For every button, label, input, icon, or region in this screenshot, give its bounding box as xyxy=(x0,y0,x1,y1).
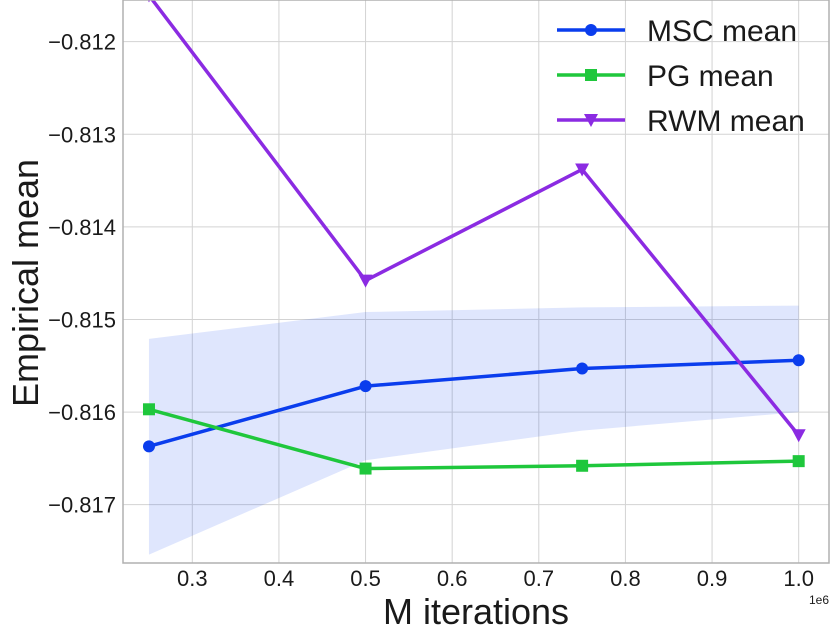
rwm-mean-point xyxy=(575,163,590,177)
msc-mean-line xyxy=(148,358,799,449)
x-tick-label: 0.5 xyxy=(350,566,381,591)
x-tick-label: 0.3 xyxy=(177,566,208,591)
rwm-mean-point xyxy=(358,274,373,288)
series-msc-mean xyxy=(142,354,805,453)
x-offset-label: 1e6 xyxy=(809,593,829,607)
legend-marker xyxy=(585,69,597,81)
legend-item-rwm-mean: RWM mean xyxy=(557,105,805,138)
legend-label: RWM mean xyxy=(647,105,805,138)
rwm-mean-line xyxy=(150,0,801,437)
y-tick-label: −0.817 xyxy=(48,493,116,518)
pg-mean-line xyxy=(148,407,799,471)
msc-mean-point xyxy=(359,380,372,393)
series-pg-mean xyxy=(142,403,805,475)
pg-mean-point xyxy=(142,403,155,416)
x-axis-label: M iterations xyxy=(383,591,569,631)
y-tick-label: −0.812 xyxy=(48,30,116,55)
plot-frame xyxy=(122,0,830,564)
x-tick-labels: 0.3 0.4 0.5 0.6 0.7 0.8 0.9 1.0 xyxy=(177,566,814,591)
pg-mean-point xyxy=(576,459,589,472)
x-tick-label: 0.9 xyxy=(697,566,728,591)
series-rwm-mean xyxy=(147,0,806,443)
y-tick-labels: −0.817 −0.816 −0.815 −0.814 −0.813 −0.812 xyxy=(48,30,116,518)
y-axis-label: Empirical mean xyxy=(5,159,46,407)
y-tick-label: −0.815 xyxy=(48,307,116,332)
x-tick-label: 0.7 xyxy=(524,566,555,591)
pg-mean-point xyxy=(792,455,805,468)
legend-label: PG mean xyxy=(647,60,774,93)
legend-marker xyxy=(584,114,598,127)
series-layer xyxy=(142,0,806,475)
x-tick-label: 0.8 xyxy=(610,566,641,591)
pg-mean-point xyxy=(359,462,372,475)
y-tick-label: −0.814 xyxy=(48,215,116,240)
msc-mean-point xyxy=(142,440,155,453)
msc-mean-point xyxy=(576,362,589,375)
y-tick-label: −0.816 xyxy=(48,400,116,425)
rwm-mean-point xyxy=(791,429,806,443)
x-tick-label: 0.6 xyxy=(437,566,468,591)
legend: MSC mean PG mean RWM mean xyxy=(557,15,805,138)
y-tick-label: −0.813 xyxy=(48,122,116,147)
legend-marker xyxy=(585,24,597,36)
legend-item-pg-mean: PG mean xyxy=(557,60,774,93)
x-tick-label: 0.4 xyxy=(264,566,295,591)
plot-area xyxy=(123,0,829,563)
legend-label: MSC mean xyxy=(647,15,797,48)
msc-mean-point xyxy=(792,354,805,367)
x-tick-label: 1.0 xyxy=(783,566,814,591)
legend-item-msc-mean: MSC mean xyxy=(557,15,797,48)
